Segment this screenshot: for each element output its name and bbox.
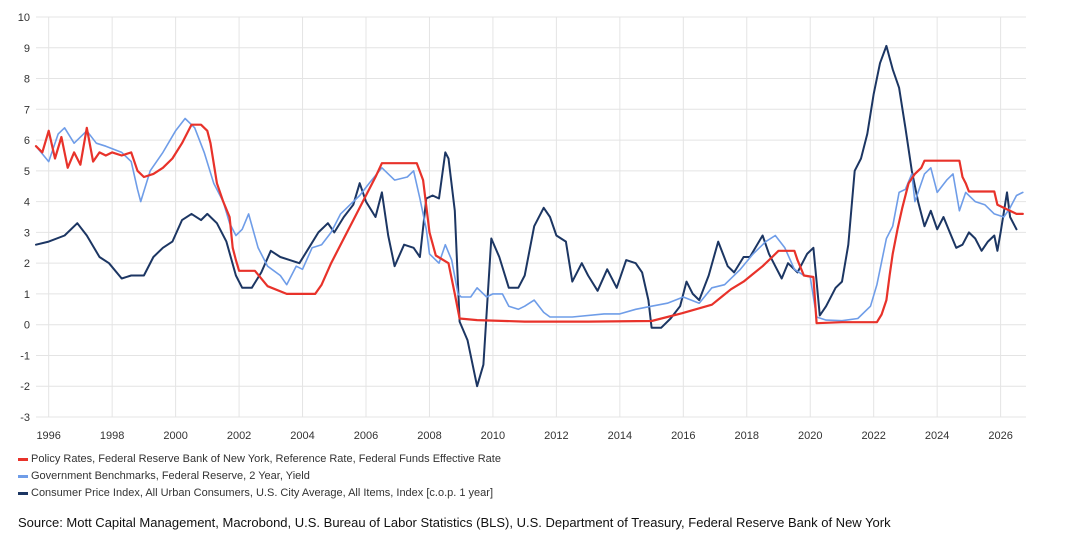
legend-swatch-fed-funds [18, 457, 28, 461]
x-tick-label: 2012 [544, 430, 568, 442]
x-axis-ticks: 1996 1998 2000 2002 2004 2006 2008 2010 2012 2014… [36, 430, 1012, 442]
x-tick-label: 1996 [36, 430, 60, 442]
x-tick-label: 2024 [925, 430, 949, 442]
x-tick-label: 2014 [608, 430, 632, 442]
y-tick-label: -2 [20, 381, 30, 393]
x-tick-label: 2008 [417, 430, 441, 442]
series-line-fed-funds [34, 123, 1024, 325]
x-tick-label: 2010 [481, 430, 505, 442]
grid [36, 16, 1026, 418]
x-tick-label: 1998 [100, 430, 124, 442]
y-tick-label: 6 [24, 135, 30, 147]
x-tick-label: 2026 [988, 430, 1012, 442]
series [34, 44, 1024, 388]
source-note: Source: Mott Capital Management, Macrobo… [18, 515, 891, 530]
y-tick-label: 10 [18, 12, 30, 24]
y-tick-label: 1 [24, 289, 30, 301]
y-tick-label: 5 [24, 166, 30, 178]
x-tick-label: 2002 [227, 430, 251, 442]
x-tick-label: 2016 [671, 430, 695, 442]
y-tick-label: 0 [24, 320, 30, 332]
y-tick-label: 4 [24, 197, 30, 209]
legend-label-cpi: Consumer Price Index, All Urban Consumer… [31, 487, 493, 499]
legend-item-fed-funds: Policy Rates, Federal Reserve Bank of Ne… [18, 451, 501, 467]
x-tick-label: 2000 [163, 430, 187, 442]
series-line-2y-yield [35, 117, 1024, 322]
series-line-cpi [35, 44, 1018, 388]
legend-label-fed-funds: Policy Rates, Federal Reserve Bank of Ne… [31, 453, 501, 465]
y-tick-label: -3 [20, 412, 30, 424]
x-tick-label: 2022 [861, 430, 885, 442]
legend-swatch-2y-yield [18, 474, 28, 478]
y-tick-label: 9 [24, 43, 30, 55]
x-tick-label: 2006 [354, 430, 378, 442]
y-tick-label: 3 [24, 227, 30, 239]
legend-label-2y-yield: Government Benchmarks, Federal Reserve, … [31, 470, 310, 482]
y-tick-label: 8 [24, 74, 30, 86]
legend-item-2y-yield: Government Benchmarks, Federal Reserve, … [18, 468, 310, 484]
y-tick-label: 7 [24, 104, 30, 116]
y-tick-label: -1 [20, 350, 30, 362]
legend-swatch-cpi [18, 491, 28, 495]
x-tick-label: 2018 [735, 430, 759, 442]
y-tick-label: 2 [24, 258, 30, 270]
legend-item-cpi: Consumer Price Index, All Urban Consumer… [18, 485, 493, 501]
x-tick-label: 2004 [290, 430, 314, 442]
x-tick-label: 2020 [798, 430, 822, 442]
